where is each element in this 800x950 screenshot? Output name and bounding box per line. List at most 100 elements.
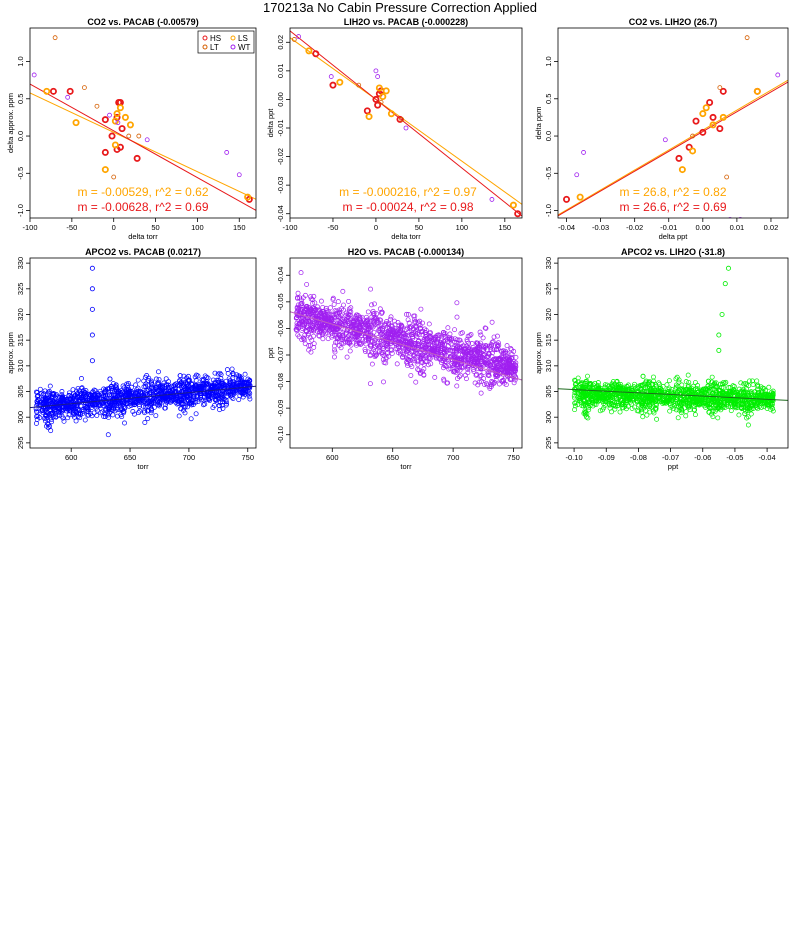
panel-title: CO2 vs. PACAB (-0.00579)	[87, 17, 198, 27]
cloud-point	[651, 410, 657, 416]
cloud-point	[60, 396, 65, 402]
cloud-point	[467, 333, 473, 339]
cloud-point	[308, 328, 314, 334]
cloud-point	[306, 343, 312, 348]
cloud-point	[665, 390, 671, 396]
cloud-point	[511, 380, 517, 386]
cloud-point	[48, 417, 54, 423]
cloud-point	[648, 386, 654, 392]
point-ls	[699, 110, 707, 118]
y-tick-label: 305	[544, 385, 553, 398]
cloud-point	[454, 383, 460, 389]
outlier-point	[716, 332, 722, 338]
x-tick-label: 650	[386, 453, 399, 462]
fit-annotation: m = -0.00529, r^2 = 0.62	[77, 185, 208, 199]
cloud-point	[199, 397, 204, 403]
x-tick-label: -100	[282, 223, 297, 232]
cloud-point	[138, 395, 143, 401]
cloud-point	[130, 409, 136, 414]
legend-label-ls: LS	[238, 34, 248, 43]
x-tick-label: 600	[326, 453, 339, 462]
point-ls	[689, 147, 697, 155]
cloud-point	[323, 314, 329, 320]
cloud-point	[182, 410, 188, 416]
cloud-point	[395, 331, 401, 337]
cloud-point	[456, 337, 462, 343]
cloud-point	[728, 389, 733, 395]
point-hs	[706, 99, 714, 107]
cloud-point	[706, 378, 711, 384]
cloud-point	[313, 324, 319, 330]
cloud-point	[587, 394, 593, 400]
panel-2: LIH2O vs. PACAB (-0.000228)-100 -50 0 50 100…	[266, 17, 523, 241]
cloud-point	[231, 389, 237, 395]
cloud-point	[358, 342, 363, 347]
cloud-point	[495, 333, 500, 339]
cloud-point	[572, 378, 578, 384]
cloud-point	[585, 405, 591, 411]
cloud-point	[470, 367, 476, 373]
point-ls	[113, 110, 121, 118]
cloud-point	[454, 300, 460, 306]
cloud-point	[581, 391, 587, 397]
cloud-point	[153, 376, 159, 382]
x-tick-label: -0.10	[566, 453, 583, 462]
cloud-point	[595, 380, 601, 386]
cloud-point	[43, 395, 49, 401]
cloud-point	[671, 395, 676, 401]
cloud-point	[45, 422, 51, 427]
cloud-point	[638, 382, 644, 388]
y-tick-label: 315	[16, 334, 25, 347]
cloud-point	[736, 386, 742, 392]
cloud-point	[458, 372, 463, 378]
cloud-point	[53, 392, 59, 398]
y-tick-label: 0.0	[544, 131, 553, 141]
cloud-point	[228, 393, 234, 399]
cloud-point	[746, 405, 752, 410]
cloud-point	[480, 344, 486, 350]
panel-frame	[289, 27, 523, 219]
y-tick-label: 0.01	[276, 64, 285, 79]
cloud-point	[35, 401, 40, 406]
cloud-point	[347, 339, 353, 345]
cloud-point	[327, 327, 332, 333]
cloud-point	[575, 375, 581, 381]
point-ls	[336, 78, 344, 86]
cloud-point	[579, 380, 585, 386]
cloud-point	[41, 415, 47, 421]
cloud-point	[438, 346, 444, 352]
cloud-point	[449, 353, 455, 359]
cloud-point	[744, 382, 749, 388]
cloud-point	[380, 350, 386, 356]
cloud-point	[458, 355, 464, 361]
legend-box	[197, 30, 255, 54]
cloud-point	[215, 371, 221, 377]
cloud-point	[686, 379, 692, 385]
panel-title: APCO2 vs. LIH2O (-31.8)	[621, 247, 725, 257]
cloud-point	[109, 392, 115, 398]
cloud-point	[304, 329, 310, 335]
cloud-point	[476, 356, 482, 362]
y-tick-label: 300	[544, 411, 553, 424]
cloud-point	[504, 343, 510, 349]
cloud-point	[358, 341, 364, 347]
point-lt	[111, 174, 117, 180]
cloud-point	[126, 403, 132, 409]
cloud-point	[181, 373, 187, 379]
cloud-point	[47, 398, 53, 404]
cloud-point	[112, 388, 118, 394]
cloud-point	[692, 407, 698, 413]
legend-marker-wt	[230, 44, 236, 50]
point-lt	[724, 174, 730, 180]
cloud-point	[643, 407, 649, 413]
cloud-point	[79, 385, 85, 391]
cloud-point	[647, 387, 653, 393]
cloud-point	[95, 395, 101, 401]
cloud-point	[669, 395, 674, 401]
cloud-point	[185, 404, 190, 410]
cloud-point	[389, 335, 395, 341]
cloud-point	[210, 377, 216, 383]
cloud-point	[452, 327, 458, 333]
cloud-point	[423, 345, 429, 351]
cloud-point	[388, 346, 394, 352]
